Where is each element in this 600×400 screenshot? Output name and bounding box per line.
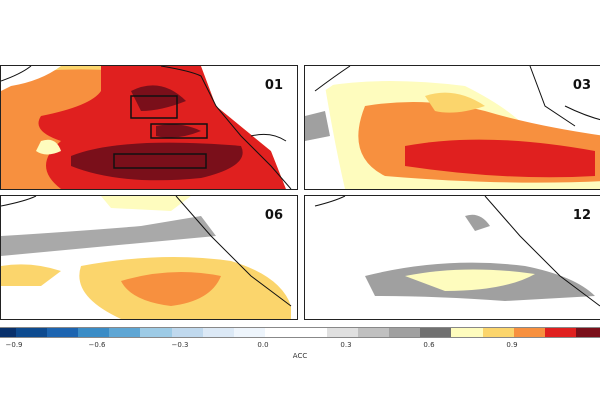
colorbar-bin [233,328,265,337]
tick-label: −0.6 [88,341,106,349]
colorbar [0,327,600,338]
colorbar-bin [544,328,576,337]
acc-map-12 [305,196,600,319]
colorbar-bin [295,328,328,337]
colorbar-bin [78,328,110,337]
colorbar-bin [513,328,545,337]
tick-label: 0.0 [257,341,269,349]
map-panel-lead-03: 03 [304,65,600,190]
colorbar-bin [109,328,141,337]
tick-label: −0.3 [171,341,189,349]
colorbar-bin [140,328,172,337]
map-panel-lead-01: 01 [0,65,298,190]
map-panel-lead-12: 12 [304,195,600,320]
acc-map-06 [1,196,297,319]
tick-label: 0.6 [423,341,435,349]
tick-label: −0.9 [5,341,23,349]
panel-label: 12 [572,208,591,223]
acc-map-03 [305,66,600,189]
colorbar-bin [47,328,79,337]
tick-label: 0.3 [340,341,352,349]
colorbar-bin [264,328,296,337]
panel-label: 06 [264,208,283,223]
acc-map-01 [1,66,297,189]
map-panel-lead-06: 06 [0,195,298,320]
colorbar-bin [202,328,234,337]
panel-label: 03 [572,78,591,93]
colorbar-bin [0,328,17,337]
colorbar-bin [575,328,600,337]
colorbar-bin [482,328,514,337]
colorbar-bin [420,328,452,337]
colorbar-bin [16,328,48,337]
colorbar-bin [451,328,483,337]
colorbar-bin [327,328,359,337]
colorbar-bin [358,328,390,337]
tick-label: 0.9 [506,341,518,349]
colorbar-bin [171,328,203,337]
panel-label: 01 [264,78,283,93]
colorbar-bin [389,328,421,337]
colorbar-label: ACC [292,352,308,360]
